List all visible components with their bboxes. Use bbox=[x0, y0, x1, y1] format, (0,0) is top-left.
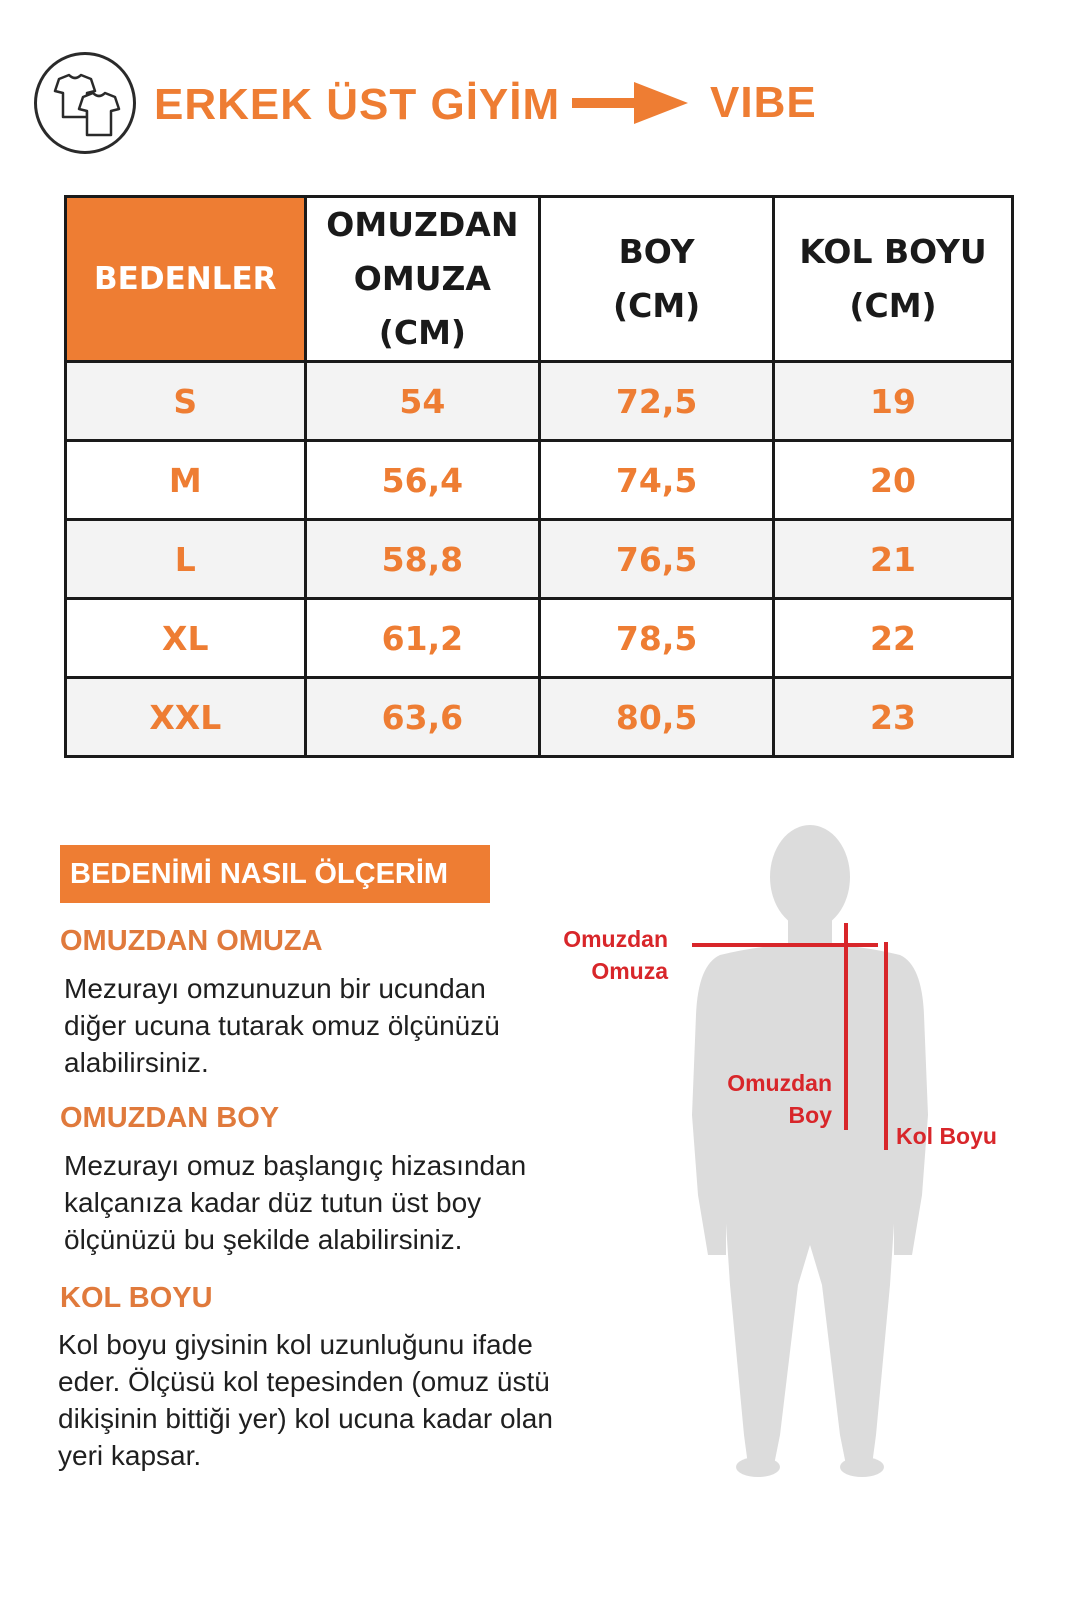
cell-size: M bbox=[64, 439, 307, 521]
table-row: M 56,4 74,5 20 bbox=[64, 439, 1014, 521]
header-length-line1: BOY bbox=[618, 232, 695, 271]
label-shoulder: Omuzdan Omuza bbox=[548, 923, 668, 987]
text-line: diğer ucuna tutarak omuz ölçünüzü bbox=[64, 1010, 500, 1041]
text-line: eder. Ölçüsü kol tepesinden (omuz üstü bbox=[58, 1366, 550, 1397]
arrow-right-icon bbox=[570, 78, 690, 133]
label-line: Omuza bbox=[591, 958, 668, 984]
cell-size: L bbox=[64, 518, 307, 600]
section-title-sleeve: KOL BOYU bbox=[60, 1282, 213, 1314]
cell-length: 72,5 bbox=[538, 360, 776, 442]
table-header-row: BEDENLER OMUZDAN OMUZA (CM) BOY (CM) KOL… bbox=[64, 195, 1014, 363]
section-title-shoulder: OMUZDAN OMUZA bbox=[60, 925, 323, 957]
body-silhouette-icon bbox=[692, 825, 928, 1477]
cell-length: 74,5 bbox=[538, 439, 776, 521]
table-row: S 54 72,5 19 bbox=[64, 360, 1014, 442]
size-table: BEDENLER OMUZDAN OMUZA (CM) BOY (CM) KOL… bbox=[64, 195, 1014, 758]
cell-shoulder: 56,4 bbox=[303, 439, 542, 521]
cell-length: 78,5 bbox=[538, 597, 776, 679]
header-shoulder-line3: (CM) bbox=[378, 313, 466, 352]
section-text-shoulder: Mezurayı omzunuzun bir ucundan diğer ucu… bbox=[64, 970, 624, 1081]
cell-length: 76,5 bbox=[538, 518, 776, 600]
cell-sleeve: 20 bbox=[772, 439, 1014, 521]
header-shoulder: OMUZDAN OMUZA (CM) bbox=[303, 195, 542, 363]
header-shoulder-line2: OMUZA bbox=[353, 259, 491, 298]
section-text-sleeve: Kol boyu giysinin kol uzunluğunu ifade e… bbox=[58, 1326, 618, 1474]
text-line: dikişinin bittiği yer) kol ucuna kadar o… bbox=[58, 1403, 553, 1434]
cell-shoulder: 54 bbox=[303, 360, 542, 442]
section-title-length: OMUZDAN BOY bbox=[60, 1102, 280, 1134]
header: ERKEK ÜST GİYİM VIBE bbox=[30, 50, 1050, 165]
measurement-figure: Omuzdan Omuza Omuzdan Boy Kol Boyu bbox=[560, 815, 1060, 1515]
text-line: Kol boyu giysinin kol uzunluğunu ifade bbox=[58, 1329, 533, 1360]
cell-shoulder: 63,6 bbox=[303, 676, 542, 758]
cell-sleeve: 23 bbox=[772, 676, 1014, 758]
label-sleeve: Kol Boyu bbox=[896, 1123, 997, 1149]
text-line: kalçanıza kadar düz tutun üst boy bbox=[64, 1187, 482, 1218]
header-shoulder-line1: OMUZDAN bbox=[326, 205, 519, 244]
tshirt-icon bbox=[34, 52, 136, 154]
cell-size: XXL bbox=[64, 676, 307, 758]
header-length-line2: (CM) bbox=[613, 286, 701, 325]
header-sleeve: KOL BOYU (CM) bbox=[772, 195, 1014, 363]
cell-sleeve: 21 bbox=[772, 518, 1014, 600]
text-line: alabilirsiniz. bbox=[64, 1047, 209, 1078]
cell-size: S bbox=[64, 360, 307, 442]
cell-sleeve: 22 bbox=[772, 597, 1014, 679]
page-title: ERKEK ÜST GİYİM bbox=[154, 80, 561, 129]
cell-size: XL bbox=[64, 597, 307, 679]
table-row: L 58,8 76,5 21 bbox=[64, 518, 1014, 600]
cell-sleeve: 19 bbox=[772, 360, 1014, 442]
text-line: Mezurayı omuz başlangıç hizasından bbox=[64, 1150, 527, 1181]
header-sleeve-line1: KOL BOYU bbox=[799, 232, 987, 271]
guide-banner: BEDENİMİ NASIL ÖLÇERİM bbox=[60, 845, 490, 903]
label-line: Omuzdan bbox=[727, 1070, 832, 1096]
cell-shoulder: 61,2 bbox=[303, 597, 542, 679]
brand-name: VIBE bbox=[710, 78, 817, 127]
text-line: yeri kapsar. bbox=[58, 1440, 202, 1471]
header-size: BEDENLER bbox=[64, 195, 307, 363]
label-length: Omuzdan Boy bbox=[710, 1067, 832, 1131]
text-line: ölçünüzü bu şekilde alabilirsiniz. bbox=[64, 1224, 463, 1255]
header-sleeve-line2: (CM) bbox=[849, 286, 937, 325]
cell-shoulder: 58,8 bbox=[303, 518, 542, 600]
label-line: Boy bbox=[788, 1102, 832, 1128]
table-row: XL 61,2 78,5 22 bbox=[64, 597, 1014, 679]
table-row: XXL 63,6 80,5 23 bbox=[64, 676, 1014, 758]
text-line: Mezurayı omzunuzun bir ucundan bbox=[64, 973, 486, 1004]
section-text-length: Mezurayı omuz başlangıç hizasından kalça… bbox=[64, 1147, 624, 1258]
header-length: BOY (CM) bbox=[538, 195, 776, 363]
cell-length: 80,5 bbox=[538, 676, 776, 758]
label-line: Omuzdan bbox=[563, 926, 668, 952]
